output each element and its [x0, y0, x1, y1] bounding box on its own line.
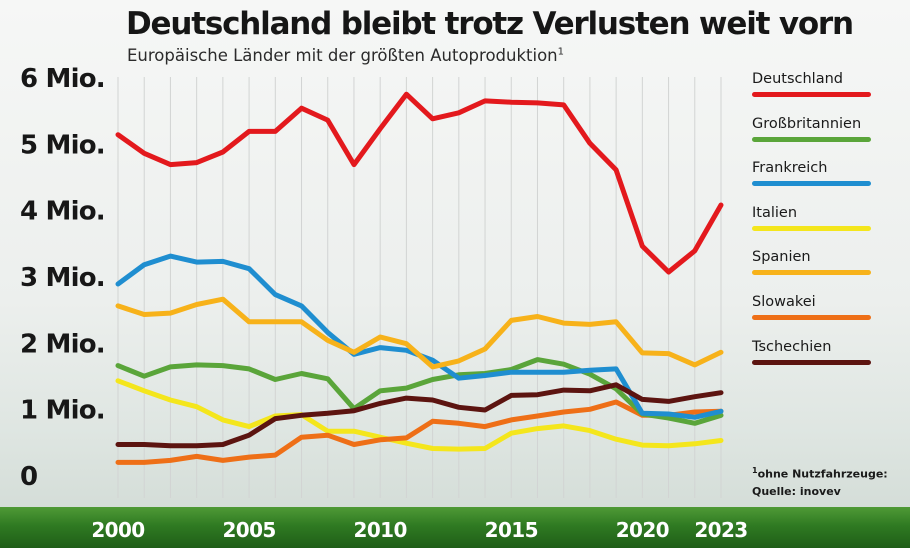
grid-lines [117, 77, 722, 498]
y-tick-label: 1 Mio. [20, 396, 105, 426]
series-line-deutschland [115, 91, 724, 275]
chart-title: Deutschland bleibt trotz Verlusten weit … [126, 6, 854, 42]
grass-band [0, 507, 910, 548]
legend-item-spanien: Spanien [752, 248, 902, 293]
y-tick-label: 3 Mio. [20, 263, 105, 293]
y-axis-tick-labels: 0 1 Mio. 2 Mio. 3 Mio. 4 Mio. 5 Mio. 6 Mio. [20, 64, 106, 492]
x-axis-tick-labels: 2000 2005 2010 2015 2020 2023 [91, 518, 748, 542]
legend-swatch [752, 270, 871, 276]
legend-item-tschechien: Tschechien [752, 338, 902, 383]
series-lines [115, 91, 724, 465]
footnote: 1ohne Nutzfahrzeuge: Quelle: inovev [752, 462, 888, 500]
y-tick-label: 5 Mio. [20, 130, 105, 160]
footnote-marker: 1 [752, 466, 758, 475]
footnote-line: 1ohne Nutzfahrzeuge: [752, 462, 888, 483]
legend-item-frankreich: Frankreich [752, 159, 902, 204]
y-tick-label: 4 Mio. [20, 197, 105, 227]
x-tick-label: 2000 [91, 518, 144, 542]
legend-label: Frankreich [752, 160, 828, 177]
chart-legend: Deutschland Großbritannien Frankreich Itali… [752, 70, 902, 382]
series-line-slowakei [115, 399, 724, 465]
x-tick-label: 2023 [694, 518, 747, 542]
legend-swatch [752, 136, 871, 142]
y-tick-label: 6 Mio. [20, 64, 105, 94]
series-line-spanien [115, 296, 724, 370]
legend-label: Italien [752, 204, 798, 221]
footnote-text: ohne Nutzfahrzeuge: [757, 467, 888, 481]
x-tick-label: 2015 [485, 518, 538, 542]
legend-label: Tschechien [752, 338, 832, 355]
legend-swatch [752, 92, 871, 97]
x-tick-label: 2010 [354, 518, 407, 542]
legend-label: Slowakei [752, 293, 816, 310]
legend-swatch [752, 225, 871, 231]
legend-label: Spanien [752, 249, 811, 266]
series-line-italien [115, 378, 724, 452]
legend-item-großbritannien: Großbritannien [752, 115, 902, 160]
chart-subtitle-text: Europäische Länder mit der größten Autop… [127, 46, 558, 65]
subtitle-note-marker: 1 [557, 46, 565, 58]
chart-subtitle: Europäische Länder mit der größten Autop… [127, 46, 564, 65]
legend-label: Deutschland [752, 71, 843, 87]
series-line-großbritannien [115, 357, 724, 426]
y-tick-label: 2 Mio. [20, 329, 105, 359]
legend-item-italien: Italien [752, 204, 902, 249]
legend-swatch [752, 359, 871, 365]
legend-item-slowakei: Slowakei [752, 293, 902, 338]
legend-swatch [752, 181, 871, 187]
x-tick-label: 2005 [222, 518, 275, 542]
legend-label: Großbritannien [752, 115, 862, 132]
legend-item-deutschland: Deutschland [752, 70, 902, 115]
y-tick-label: 0 [20, 462, 37, 492]
x-tick-label: 2020 [616, 518, 669, 542]
legend-swatch [752, 314, 871, 320]
series-line-tschechien [115, 382, 724, 449]
footnote-source: Quelle: inovev [752, 484, 841, 498]
